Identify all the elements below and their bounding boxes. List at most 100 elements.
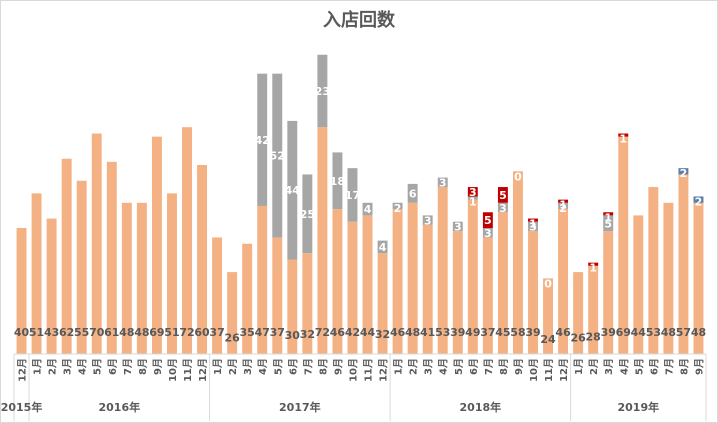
- bar-s1-17: [272, 73, 283, 238]
- bar-s0-39: [603, 231, 614, 354]
- bar-s0-40: [618, 136, 629, 354]
- value-label-s0-20: 72: [315, 326, 330, 339]
- month-tick-label-12: 12月: [197, 358, 209, 382]
- value-label-s2-40: 1: [619, 133, 627, 146]
- value-label-s1-27: 3: [424, 214, 432, 227]
- value-label-s0-3: 62: [59, 326, 74, 339]
- month-tick-label-3: 3月: [62, 358, 74, 375]
- value-label-s0-8: 48: [134, 326, 149, 339]
- bar-s2-31: [482, 212, 493, 228]
- bar-s0-10: [166, 193, 177, 354]
- value-label-s0-41: 44: [631, 326, 647, 339]
- value-label-s0-14: 26: [224, 332, 240, 345]
- value-label-s0-1: 51: [29, 326, 44, 339]
- bar-s1-27: [422, 215, 433, 225]
- value-label-s0-22: 42: [345, 326, 360, 339]
- month-tick-label-19: 7月: [302, 358, 314, 375]
- bar-s0-20: [317, 127, 328, 354]
- value-label-s0-39: 39: [601, 326, 616, 339]
- value-label-s0-2: 43: [44, 326, 59, 339]
- value-label-s0-35: 24: [540, 333, 556, 346]
- value-label-s0-32: 45: [495, 326, 510, 339]
- value-label-s1-16: 42: [255, 134, 270, 147]
- value-label-s2-38: 1: [589, 262, 597, 275]
- bar-s2-38: [588, 262, 599, 266]
- month-tick-label-41: 5月: [633, 358, 645, 375]
- value-label-s0-18: 30: [285, 329, 301, 342]
- value-label-s1-21: 18: [330, 175, 345, 188]
- value-label-s0-33: 58: [510, 326, 525, 339]
- value-label-s0-13: 37: [209, 326, 224, 339]
- value-label-s0-29: 39: [450, 326, 465, 339]
- month-tick-label-40: 4月: [618, 358, 630, 375]
- bar-s1-22: [347, 168, 358, 222]
- bar-s1-30: [467, 196, 478, 200]
- value-label-s1-29: 3: [454, 221, 462, 234]
- bar-s1-16: [257, 73, 268, 206]
- value-label-s1-26: 6: [409, 187, 417, 200]
- bars-layer: [16, 54, 704, 354]
- value-label-s0-45: 48: [691, 326, 706, 339]
- bar-s0-21: [332, 209, 343, 354]
- month-tick-label-21: 9月: [332, 358, 344, 375]
- value-label-s1-20: 23: [315, 85, 330, 98]
- value-label-s2-39: 1: [604, 211, 612, 224]
- bar-s0-18: [287, 259, 298, 354]
- month-tick-label-27: 3月: [423, 358, 435, 375]
- month-tick-label-35: 11月: [543, 358, 555, 382]
- bar-s0-3: [61, 158, 72, 354]
- value-label-s0-27: 41: [420, 326, 435, 339]
- bar-s0-41: [633, 215, 644, 354]
- bar-s0-38: [588, 265, 599, 354]
- bar-s1-28: [437, 177, 448, 188]
- bar-s2-40: [618, 133, 629, 137]
- month-tick-label-30: 6月: [468, 358, 480, 375]
- value-label-s3-44: 2: [680, 167, 688, 180]
- value-label-s0-34: 39: [525, 326, 540, 339]
- month-tick-label-25: 1月: [393, 358, 405, 375]
- month-tick-label-14: 2月: [227, 358, 239, 375]
- bar-s0-42: [648, 187, 659, 354]
- value-label-s0-23: 44: [360, 326, 376, 339]
- value-label-s0-44: 57: [676, 326, 691, 339]
- month-tick-label-23: 11月: [363, 358, 375, 382]
- bar-s0-37: [573, 272, 584, 354]
- year-label-4: 2019年: [617, 400, 659, 414]
- month-tick-label-6: 6月: [107, 358, 119, 375]
- value-label-s0-43: 48: [661, 326, 676, 339]
- value-label-s0-17: 37: [270, 326, 285, 339]
- value-label-s0-11: 72: [179, 326, 194, 339]
- month-tick-label-5: 5月: [92, 358, 104, 375]
- bar-s0-29: [452, 231, 463, 354]
- bar-s0-6: [106, 161, 117, 354]
- value-label-s0-15: 35: [240, 326, 255, 339]
- bar-s0-8: [136, 202, 147, 354]
- value-label-s1-17: 52: [270, 150, 285, 163]
- month-tick-label-22: 10月: [347, 358, 359, 382]
- month-tick-label-43: 7月: [663, 358, 675, 375]
- value-label-s0-38: 28: [586, 330, 601, 343]
- bar-s0-36: [558, 209, 569, 354]
- value-label-s0-25: 46: [390, 326, 406, 339]
- bar-s0-34: [528, 231, 538, 354]
- bar-s0-14: [227, 272, 238, 354]
- bar-s0-43: [663, 202, 674, 354]
- value-labels-layer: 40 51 43 62 55 70 61 48 48 69 51 72 60 37 26 35 47423752…: [14, 85, 706, 346]
- value-label-s0-0: 40: [14, 326, 30, 339]
- value-label-s1-35: 0: [544, 277, 552, 290]
- value-label-s0-24: 32: [375, 328, 390, 341]
- month-tick-label-39: 3月: [603, 358, 615, 375]
- value-label-s0-28: 53: [435, 326, 450, 339]
- value-label-s1-30: 1: [469, 196, 477, 209]
- value-label-s0-6: 61: [104, 326, 119, 339]
- month-tick-label-10: 10月: [167, 358, 179, 382]
- bar-s1-24: [377, 240, 388, 254]
- month-tick-label-17: 5月: [272, 358, 284, 375]
- month-tick-label-2: 2月: [47, 358, 59, 375]
- month-tick-label-45: 9月: [693, 358, 705, 375]
- bar-s1-20: [317, 54, 328, 128]
- bar-s0-9: [151, 136, 162, 354]
- value-label-s1-32: 3: [499, 202, 507, 215]
- value-label-s0-37: 26: [570, 332, 586, 345]
- value-label-s0-31: 37: [480, 326, 495, 339]
